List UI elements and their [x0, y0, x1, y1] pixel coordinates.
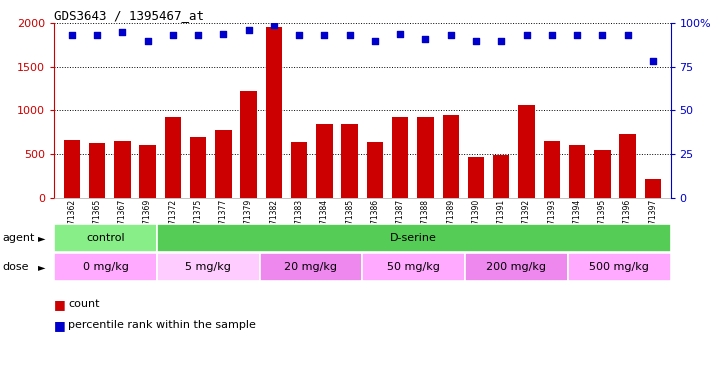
Point: [571, 32, 583, 38]
Point: [394, 30, 406, 36]
Point: [546, 32, 557, 38]
Text: ■: ■: [54, 319, 66, 332]
Text: 50 mg/kg: 50 mg/kg: [387, 262, 440, 272]
Text: percentile rank within the sample: percentile rank within the sample: [68, 320, 257, 330]
Bar: [164, 116, 181, 198]
Point: [319, 32, 330, 38]
Bar: [569, 145, 585, 198]
Bar: [443, 115, 459, 198]
Point: [470, 38, 482, 44]
Bar: [265, 26, 282, 198]
Point: [218, 30, 229, 36]
Point: [344, 32, 355, 38]
Bar: [518, 105, 535, 198]
Point: [142, 38, 154, 44]
Bar: [645, 179, 661, 198]
Point: [268, 22, 280, 28]
Bar: [240, 91, 257, 198]
Text: ■: ■: [54, 298, 66, 311]
Bar: [190, 137, 206, 198]
Bar: [544, 141, 560, 198]
Bar: [392, 118, 408, 198]
Text: ►: ►: [37, 233, 45, 243]
Bar: [417, 118, 433, 198]
Text: ►: ►: [37, 262, 45, 272]
Point: [66, 32, 78, 38]
Text: 20 mg/kg: 20 mg/kg: [284, 262, 337, 272]
Text: agent: agent: [2, 233, 35, 243]
Text: 200 mg/kg: 200 mg/kg: [487, 262, 547, 272]
Text: dose: dose: [2, 262, 29, 272]
Text: GDS3643 / 1395467_at: GDS3643 / 1395467_at: [54, 9, 204, 22]
Text: count: count: [68, 299, 100, 309]
Text: control: control: [86, 233, 125, 243]
Point: [596, 32, 608, 38]
Bar: [317, 124, 332, 198]
Bar: [362, 253, 465, 281]
Bar: [619, 134, 636, 198]
Bar: [139, 146, 156, 198]
Bar: [156, 224, 671, 252]
Bar: [567, 253, 671, 281]
Text: D-serine: D-serine: [390, 233, 437, 243]
Point: [420, 36, 431, 42]
Bar: [465, 253, 567, 281]
Text: 500 mg/kg: 500 mg/kg: [589, 262, 649, 272]
Point: [243, 27, 255, 33]
Bar: [594, 150, 611, 198]
Bar: [54, 224, 156, 252]
Bar: [215, 131, 231, 198]
Bar: [114, 141, 131, 198]
Bar: [63, 140, 80, 198]
Point: [92, 32, 103, 38]
Bar: [493, 155, 510, 198]
Bar: [342, 124, 358, 198]
Bar: [156, 253, 260, 281]
Point: [495, 38, 507, 44]
Point: [445, 32, 456, 38]
Bar: [367, 142, 383, 198]
Point: [521, 32, 532, 38]
Bar: [468, 157, 485, 198]
Point: [293, 32, 305, 38]
Bar: [54, 253, 156, 281]
Point: [117, 29, 128, 35]
Bar: [260, 253, 362, 281]
Bar: [291, 142, 307, 198]
Point: [193, 32, 204, 38]
Point: [647, 58, 658, 65]
Point: [167, 32, 179, 38]
Bar: [89, 143, 105, 198]
Point: [369, 38, 381, 44]
Point: [622, 32, 633, 38]
Text: 0 mg/kg: 0 mg/kg: [82, 262, 128, 272]
Text: 5 mg/kg: 5 mg/kg: [185, 262, 231, 272]
